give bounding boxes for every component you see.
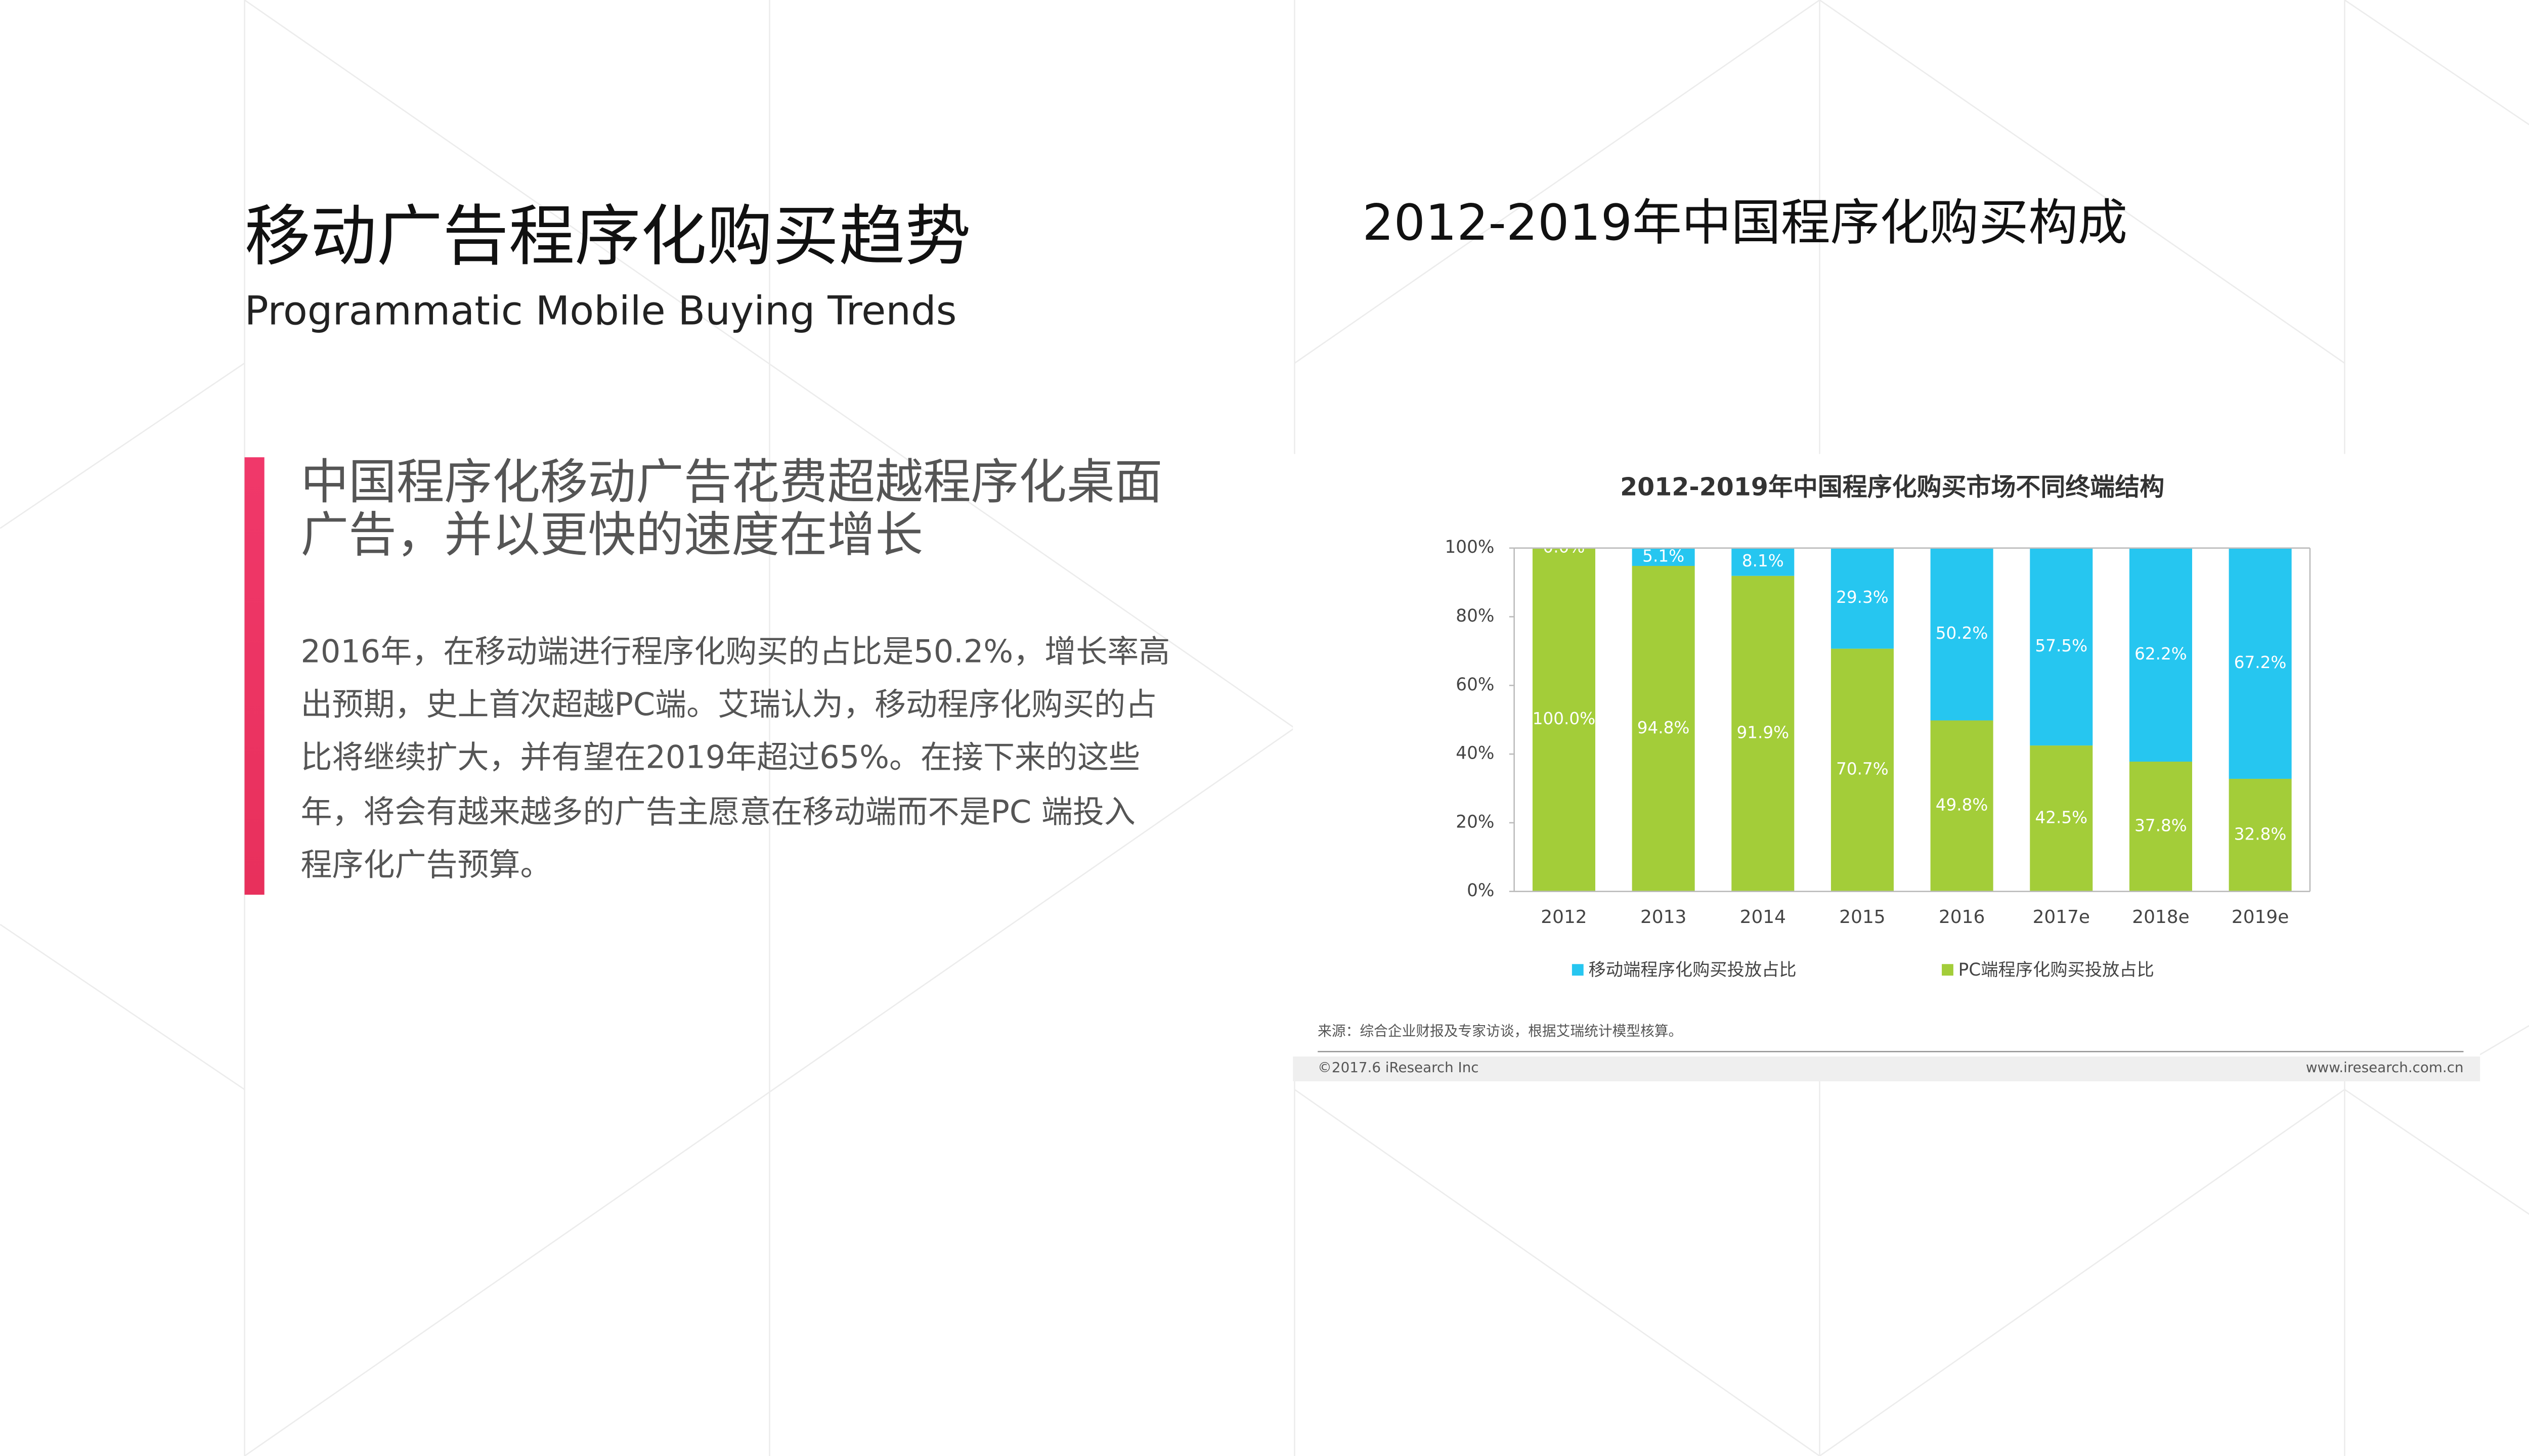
x-tick-label: 2014 xyxy=(1740,907,1786,928)
right-title: 2012-2019年中国程序化购买构成 xyxy=(1362,194,2127,252)
heading-line: 中国程序化移动广告花费超越程序化桌面 xyxy=(300,455,1162,510)
value-label: 49.8% xyxy=(1936,796,1988,815)
value-label: 67.2% xyxy=(2234,653,2287,672)
accent-bar xyxy=(244,457,265,895)
value-label: 94.8% xyxy=(1637,718,1690,737)
y-tick-label: 100% xyxy=(1445,537,1494,557)
bar-segment xyxy=(2229,548,2292,779)
chart-source: 来源：综合企业财报及专家访谈，根据艾瑞统计模型核算。 xyxy=(1318,1023,1682,1039)
y-tick-label: 60% xyxy=(1456,675,1494,695)
chart-footer-bg xyxy=(1293,1056,2480,1082)
bar-segment xyxy=(1632,566,1695,892)
value-label: 32.8% xyxy=(2234,824,2287,844)
legend-swatch xyxy=(1942,964,1953,976)
bar-segment xyxy=(2129,548,2192,762)
bar-segment xyxy=(1830,648,1894,892)
bar-segment xyxy=(1830,548,1894,649)
chart-title: 2012-2019年中国程序化购买市场不同终端结构 xyxy=(1620,473,2164,502)
body-line: 比将继续扩大，并有望在2019年超过65%。在接下来的这些 xyxy=(300,739,1140,776)
value-label: 29.3% xyxy=(1836,588,1889,607)
y-tick-label: 20% xyxy=(1456,812,1494,832)
x-tick-label: 2012 xyxy=(1541,907,1587,928)
bar-segment xyxy=(2129,762,2192,892)
legend-swatch xyxy=(1572,964,1584,976)
value-label: 70.7% xyxy=(1836,760,1889,779)
bar-segment xyxy=(2030,745,2093,892)
bar-segment xyxy=(1632,548,1695,566)
value-label: 100.0% xyxy=(1533,709,1595,728)
x-tick-label: 2013 xyxy=(1640,907,1686,928)
slide-subtitle: Programmatic Mobile Buying Trends xyxy=(244,288,956,334)
body-line: 2016年，在移动端进行程序化购买的占比是50.2%，增长率高 xyxy=(300,633,1170,670)
bar-segment xyxy=(1930,720,1993,892)
x-tick-label: 2015 xyxy=(1839,907,1885,928)
value-label: 8.1% xyxy=(1742,551,1784,570)
bar-segment xyxy=(2030,548,2093,746)
bar-segment xyxy=(1532,548,1595,892)
chart-copyright: ©2017.6 iResearch Inc xyxy=(1318,1059,1478,1076)
value-label: 62.2% xyxy=(2134,644,2187,664)
value-label: 5.1% xyxy=(1642,547,1684,566)
x-tick-label: 2018e xyxy=(2132,907,2189,928)
y-tick-label: 80% xyxy=(1456,606,1494,626)
body-line: 程序化广告预算。 xyxy=(300,846,551,883)
x-tick-label: 2017e xyxy=(2033,907,2090,928)
value-label: 0.0% xyxy=(1543,538,1585,557)
slide-title: 移动广告程序化购买趋势 xyxy=(244,198,971,275)
chart-website: www.iresearch.com.cn xyxy=(2306,1059,2464,1076)
x-tick-label: 2016 xyxy=(1939,907,1985,928)
bar-segment xyxy=(2229,778,2292,892)
value-label: 50.2% xyxy=(1936,624,1988,643)
bar-segment xyxy=(1731,548,1795,576)
plot: 0% 20% 40% 60% 80% 100% 2012 100.0% 0.0% 2013 94.8… xyxy=(1445,537,2311,980)
x-tick-label: 2019e xyxy=(2232,907,2289,928)
y-tick-label: 0% xyxy=(1467,880,1494,901)
bar-segment xyxy=(1930,548,1993,721)
legend-label: PC端程序化购买投放占比 xyxy=(1958,960,2154,980)
y-tick-label: 40% xyxy=(1456,743,1494,764)
body-line: 年，将会有越来越多的广告主愿意在移动端而不是PC 端投入 xyxy=(300,793,1135,830)
bar-segment xyxy=(1731,576,1795,892)
value-label: 37.8% xyxy=(2134,816,2187,835)
body-line: 出预期，史上首次超越PC端。艾瑞认为，移动程序化购买的占 xyxy=(300,686,1157,723)
heading-line: 广告，并以更快的速度在增长 xyxy=(300,507,923,563)
value-label: 42.5% xyxy=(2035,808,2087,827)
value-label: 57.5% xyxy=(2035,636,2087,655)
legend-label: 移动端程序化购买投放占比 xyxy=(1589,960,1797,980)
value-label: 91.9% xyxy=(1736,723,1789,742)
